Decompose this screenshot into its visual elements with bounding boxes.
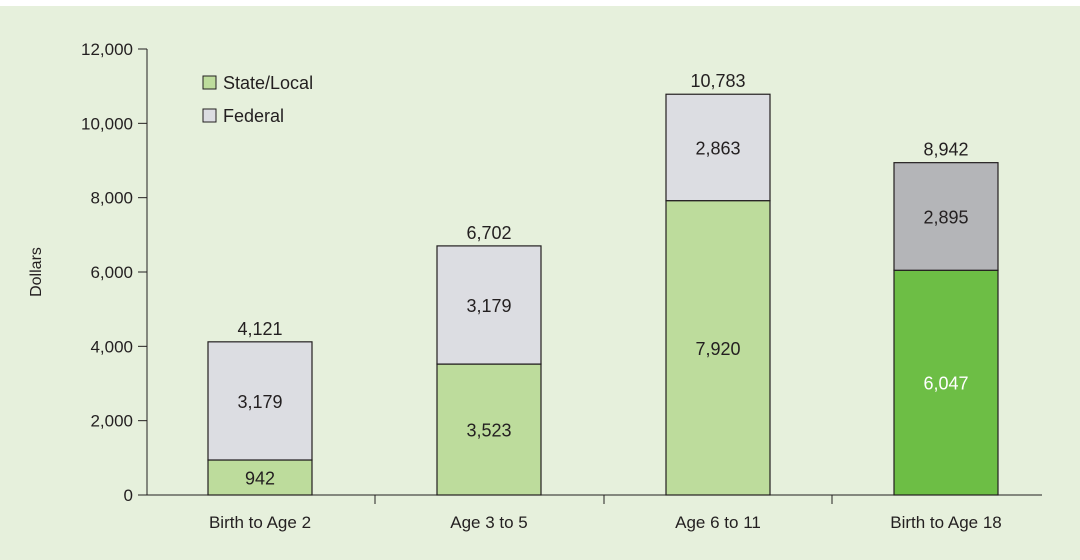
x-axis-ticks: Birth to Age 2 Age 3 to 5 Age 6 to 11 Birth…	[209, 495, 1002, 532]
y-axis-title: Dollars	[28, 247, 45, 297]
value-label-federal: 3,179	[237, 392, 282, 412]
value-label-total: 8,942	[923, 140, 968, 160]
value-label-total: 4,121	[237, 319, 282, 339]
x-tick-label: Age 6 to 11	[675, 513, 761, 532]
bar-state-local	[893, 269, 999, 496]
y-tick-label: 10,000	[81, 114, 133, 133]
bar-state-local	[436, 363, 542, 496]
legend: State/Local Federal	[202, 73, 313, 126]
bar-federal	[207, 341, 313, 461]
value-label-state-local: 6,047	[923, 374, 968, 394]
legend-label-state-local: State/Local	[223, 73, 313, 93]
y-tick-label: 2,000	[90, 412, 133, 431]
value-label-state-local: 942	[245, 468, 275, 488]
bars	[207, 93, 999, 496]
x-tick-label: Birth to Age 2	[209, 513, 311, 532]
value-label-state-local: 7,920	[695, 339, 740, 359]
legend-swatch-federal	[202, 108, 217, 123]
bar-state-local	[207, 459, 313, 496]
y-tick-label: 4,000	[90, 337, 133, 356]
data-labels: 942 3,179 4,121 3,523 3,179 6,702 7,920 2,863 10…	[237, 71, 968, 488]
y-axis-ticks: 0 2,000 4,000 6,000 8,000 10,000 12,000	[81, 40, 147, 505]
value-label-federal: 2,895	[923, 207, 968, 227]
y-tick-label: 12,000	[81, 40, 133, 59]
bar-federal	[665, 93, 771, 202]
value-label-total: 6,702	[466, 223, 511, 243]
value-label-total: 10,783	[690, 71, 745, 91]
value-label-state-local: 3,523	[466, 421, 511, 441]
bar-federal	[436, 245, 542, 365]
bar-state-local	[665, 200, 771, 496]
legend-swatch-state-local	[202, 75, 217, 90]
y-tick-label: 8,000	[90, 189, 133, 208]
x-tick-label: Birth to Age 18	[890, 513, 1002, 532]
value-label-federal: 2,863	[695, 138, 740, 158]
y-tick-label: 6,000	[90, 263, 133, 282]
value-label-federal: 3,179	[466, 296, 511, 316]
axes: 0 2,000 4,000 6,000 8,000 10,000 12,000 Birth …	[28, 40, 1042, 532]
legend-label-federal: Federal	[223, 106, 284, 126]
x-tick-label: Age 3 to 5	[450, 513, 528, 532]
y-tick-label: 0	[124, 486, 133, 505]
bar-federal	[893, 162, 999, 271]
stacked-bar-chart: 0 2,000 4,000 6,000 8,000 10,000 12,000 Birth …	[28, 40, 1042, 532]
chart-panel: 0 2,000 4,000 6,000 8,000 10,000 12,000 Birth …	[0, 6, 1080, 560]
